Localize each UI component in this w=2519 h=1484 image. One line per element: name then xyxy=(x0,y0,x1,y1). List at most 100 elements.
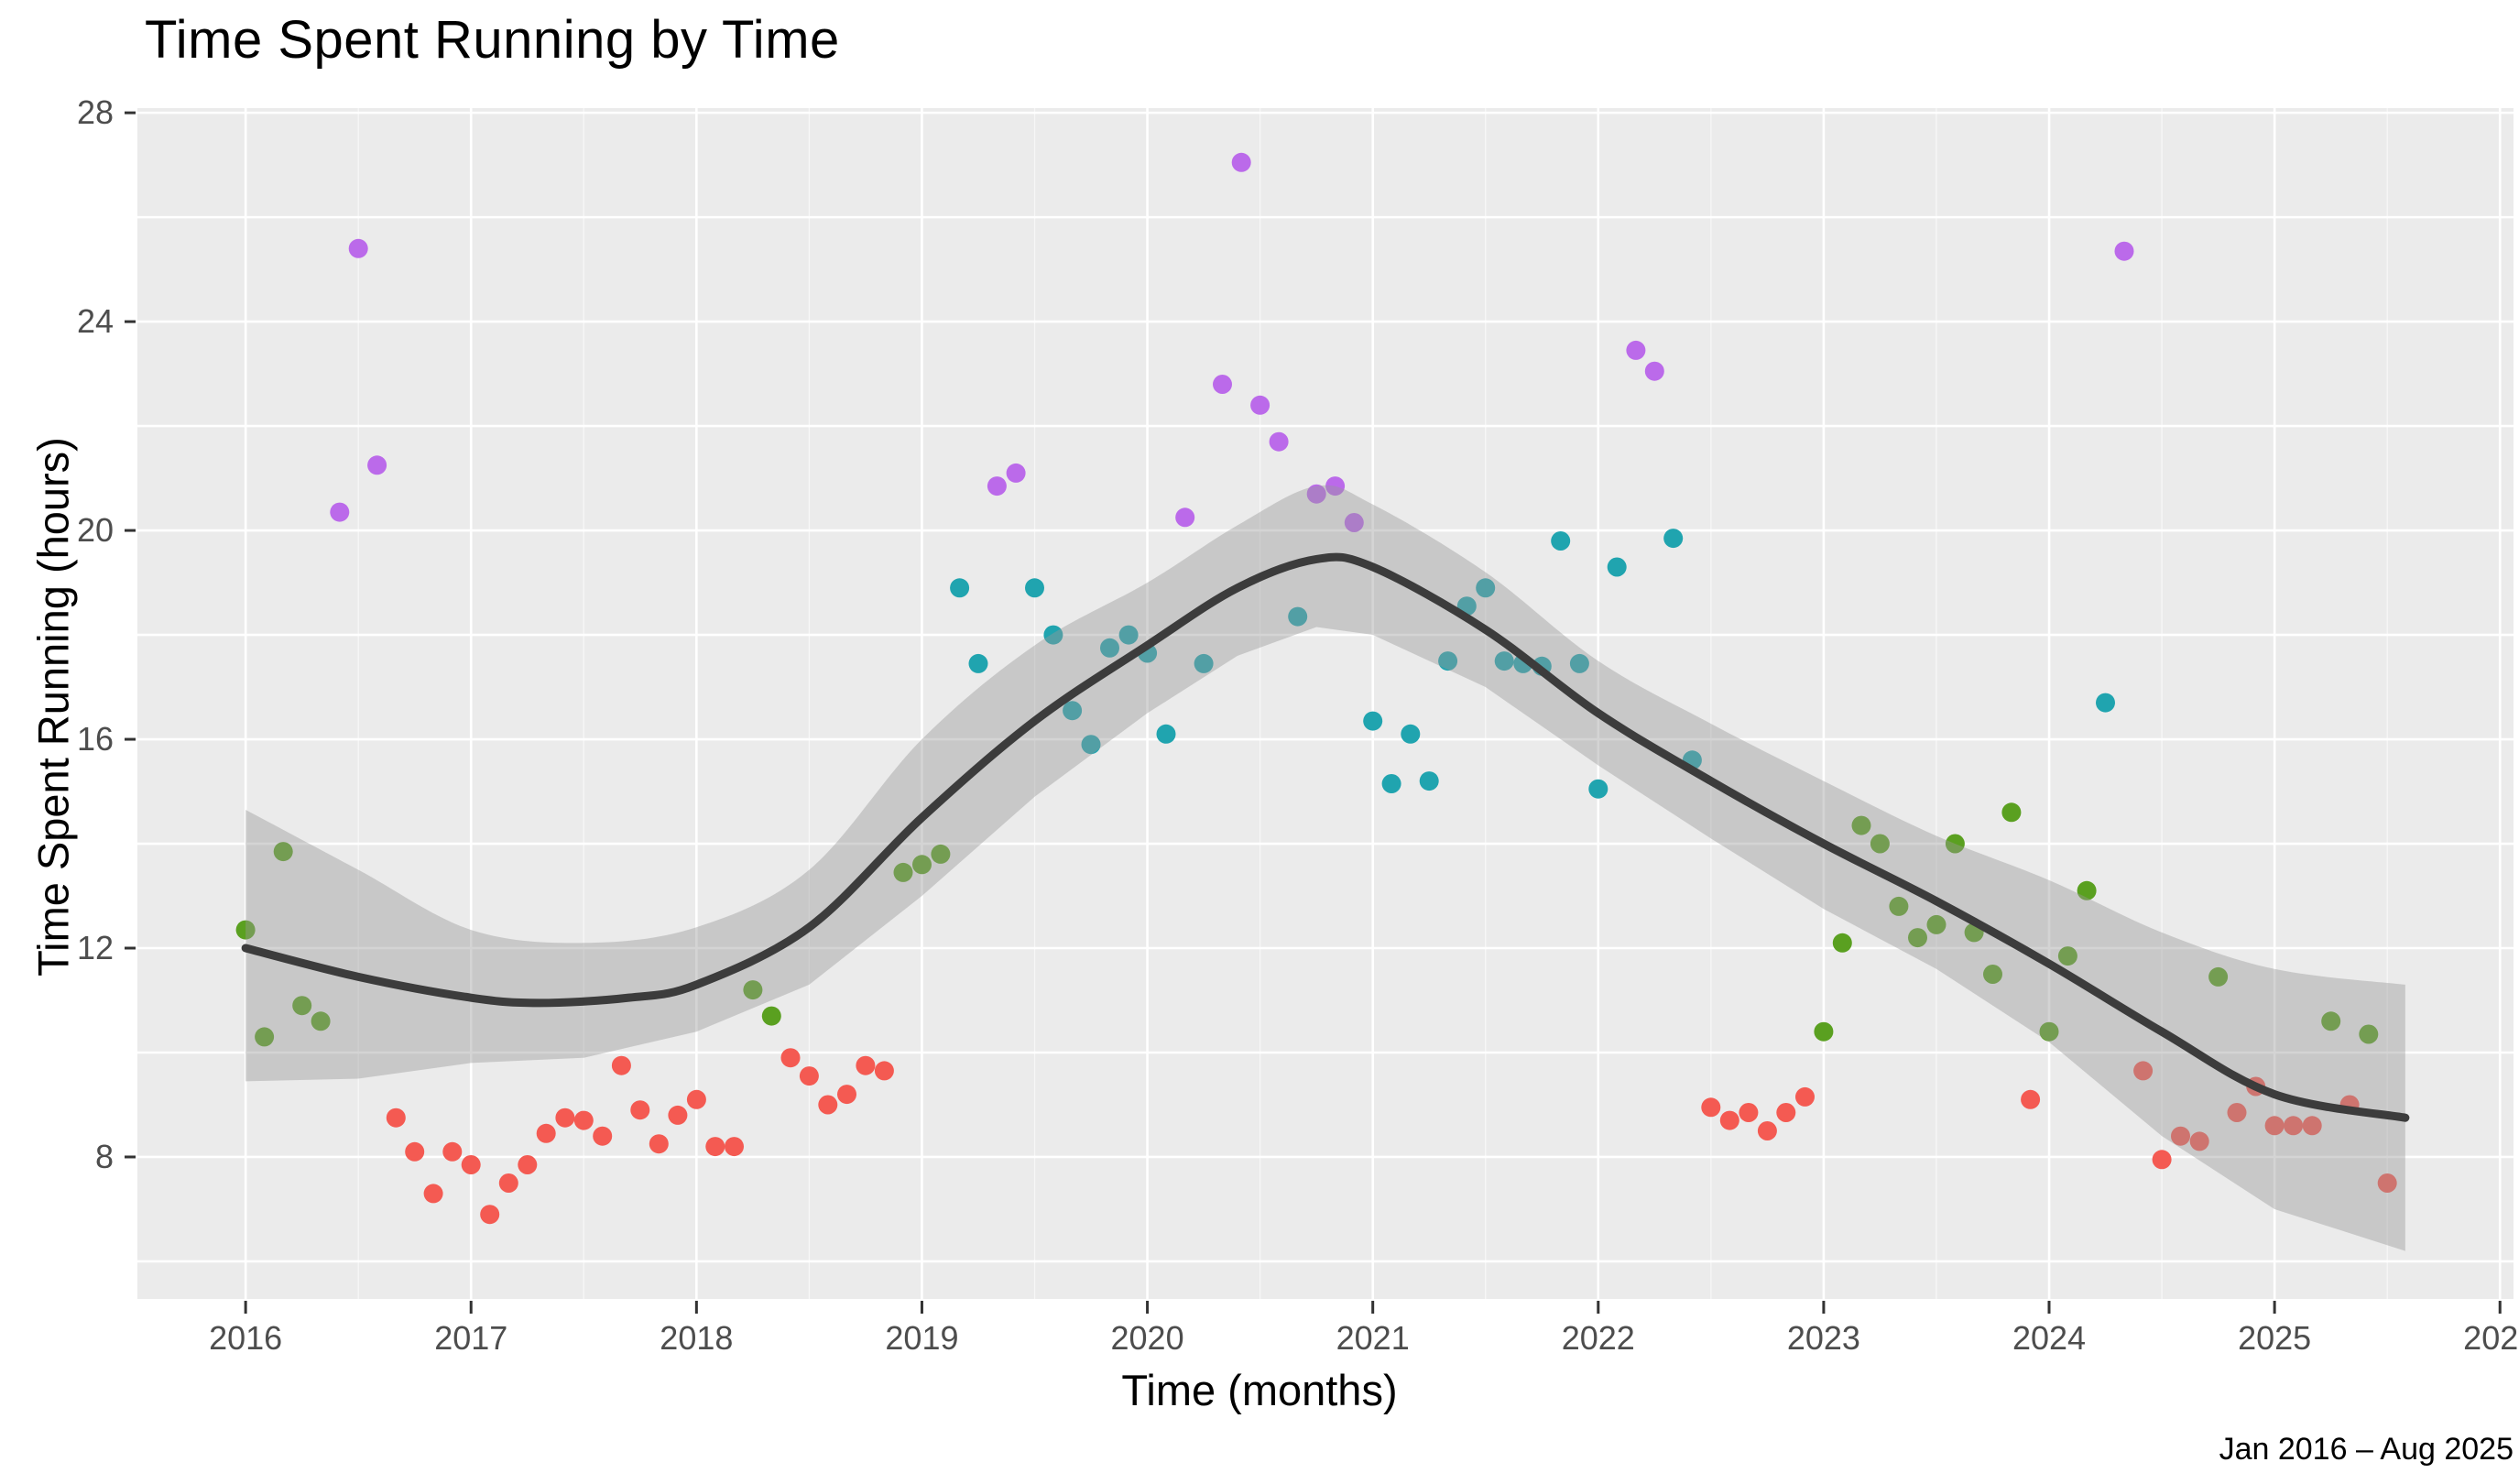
data-point-gt20 xyxy=(1344,513,1364,532)
y-axis-title: Time Spent Running (hours) xyxy=(28,437,78,977)
data-point-10to15 xyxy=(1983,965,2002,984)
data-point-15to20 xyxy=(1043,625,1063,645)
data-point-10to15 xyxy=(2039,1021,2059,1042)
data-point-gt20 xyxy=(987,476,1007,496)
data-point-lt10 xyxy=(536,1123,556,1143)
data-point-10to15 xyxy=(2359,1024,2379,1044)
chart-title: Time Spent Running by Time xyxy=(145,10,840,70)
data-point-gt20 xyxy=(1626,340,1646,360)
data-point-lt10 xyxy=(799,1066,819,1086)
data-point-gt20 xyxy=(1250,395,1270,415)
data-point-gt20 xyxy=(1213,375,1232,394)
data-point-lt10 xyxy=(423,1184,443,1204)
data-point-10to15 xyxy=(1945,834,1965,854)
data-point-lt10 xyxy=(818,1095,838,1115)
data-point-lt10 xyxy=(856,1055,876,1075)
data-point-15to20 xyxy=(1551,531,1571,551)
data-point-15to20 xyxy=(1288,606,1308,627)
data-point-lt10 xyxy=(442,1141,463,1162)
data-point-10to15 xyxy=(2077,880,2097,900)
x-tick-label: 2016 xyxy=(209,1319,282,1357)
x-tick-label: 2023 xyxy=(1787,1319,1860,1357)
y-tick-label: 24 xyxy=(77,302,114,340)
data-point-lt10 xyxy=(498,1173,518,1193)
data-point-10to15 xyxy=(1908,928,1927,948)
data-point-gt20 xyxy=(1325,476,1346,496)
data-point-lt10 xyxy=(2133,1061,2154,1081)
data-point-10to15 xyxy=(2001,802,2022,823)
data-point-lt10 xyxy=(2189,1131,2209,1151)
data-point-lt10 xyxy=(1776,1103,1796,1122)
data-point-15to20 xyxy=(1607,557,1627,577)
data-point-gt20 xyxy=(367,455,387,475)
x-tick-label: 2019 xyxy=(885,1319,958,1357)
data-point-15to20 xyxy=(968,653,988,673)
data-point-lt10 xyxy=(2152,1150,2172,1170)
data-point-15to20 xyxy=(1663,529,1684,549)
data-point-10to15 xyxy=(311,1011,331,1031)
data-point-15to20 xyxy=(2096,693,2115,713)
data-point-gt20 xyxy=(348,238,368,258)
data-point-15to20 xyxy=(1588,779,1608,799)
data-point-15to20 xyxy=(950,578,970,598)
data-point-15to20 xyxy=(1476,578,1496,598)
data-point-lt10 xyxy=(386,1108,406,1128)
data-point-10to15 xyxy=(292,996,312,1016)
data-point-lt10 xyxy=(1739,1103,1759,1122)
data-point-10to15 xyxy=(1870,834,1890,854)
x-axis-title: Time (months) xyxy=(1121,1366,1398,1414)
data-point-gt20 xyxy=(1231,152,1251,172)
data-point-lt10 xyxy=(2264,1116,2285,1136)
data-point-15to20 xyxy=(1401,724,1421,744)
data-point-lt10 xyxy=(1757,1121,1777,1140)
y-tick-label: 28 xyxy=(77,93,114,131)
data-point-lt10 xyxy=(630,1100,650,1120)
data-point-15to20 xyxy=(1118,625,1139,645)
data-point-10to15 xyxy=(931,844,951,864)
data-point-10to15 xyxy=(2057,946,2077,966)
data-point-lt10 xyxy=(649,1134,669,1154)
data-point-lt10 xyxy=(1795,1086,1815,1107)
data-point-lt10 xyxy=(405,1141,425,1162)
data-point-10to15 xyxy=(1889,896,1909,916)
data-point-lt10 xyxy=(2227,1103,2247,1122)
x-tick-label: 2020 xyxy=(1111,1319,1184,1357)
data-point-gt20 xyxy=(1175,507,1195,528)
y-tick-label: 20 xyxy=(77,511,114,549)
data-point-15to20 xyxy=(1419,771,1439,791)
x-tick-label: 2021 xyxy=(1336,1319,1410,1357)
data-point-15to20 xyxy=(1381,774,1401,793)
data-point-15to20 xyxy=(1438,651,1458,671)
data-point-lt10 xyxy=(480,1205,500,1225)
data-point-gt20 xyxy=(1269,431,1289,452)
y-tick-label: 8 xyxy=(95,1138,114,1175)
data-point-15to20 xyxy=(1569,653,1589,673)
data-point-lt10 xyxy=(2377,1173,2397,1193)
data-point-10to15 xyxy=(235,920,256,940)
data-point-lt10 xyxy=(2021,1089,2041,1109)
data-point-lt10 xyxy=(2171,1126,2190,1146)
data-point-lt10 xyxy=(611,1055,631,1075)
data-point-gt20 xyxy=(1644,361,1664,381)
data-point-10to15 xyxy=(255,1027,275,1047)
data-point-10to15 xyxy=(1814,1021,1834,1042)
y-tick-label: 12 xyxy=(77,929,114,966)
data-point-10to15 xyxy=(893,862,913,882)
data-point-15to20 xyxy=(1100,638,1119,658)
data-point-15to20 xyxy=(1194,653,1214,673)
data-point-10to15 xyxy=(912,855,932,875)
data-point-lt10 xyxy=(668,1105,688,1125)
data-point-lt10 xyxy=(725,1137,744,1157)
data-point-10to15 xyxy=(1832,933,1852,953)
data-point-lt10 xyxy=(837,1085,856,1105)
data-point-lt10 xyxy=(2284,1116,2304,1136)
data-point-lt10 xyxy=(518,1155,538,1174)
data-point-lt10 xyxy=(593,1126,613,1146)
date-range-caption: Jan 2016 – Aug 2025 xyxy=(2219,1432,2514,1467)
x-tick-label: 2017 xyxy=(434,1319,507,1357)
data-point-lt10 xyxy=(1701,1097,1721,1118)
data-point-gt20 xyxy=(1006,463,1026,483)
data-point-lt10 xyxy=(573,1110,594,1130)
data-point-gt20 xyxy=(1306,484,1326,504)
